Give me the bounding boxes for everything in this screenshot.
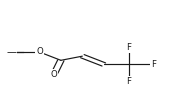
- Text: F: F: [126, 43, 131, 52]
- Text: —: —: [6, 47, 16, 57]
- Text: O: O: [50, 70, 57, 79]
- Text: F: F: [126, 77, 131, 86]
- Text: F: F: [151, 60, 156, 69]
- Text: O: O: [36, 48, 43, 56]
